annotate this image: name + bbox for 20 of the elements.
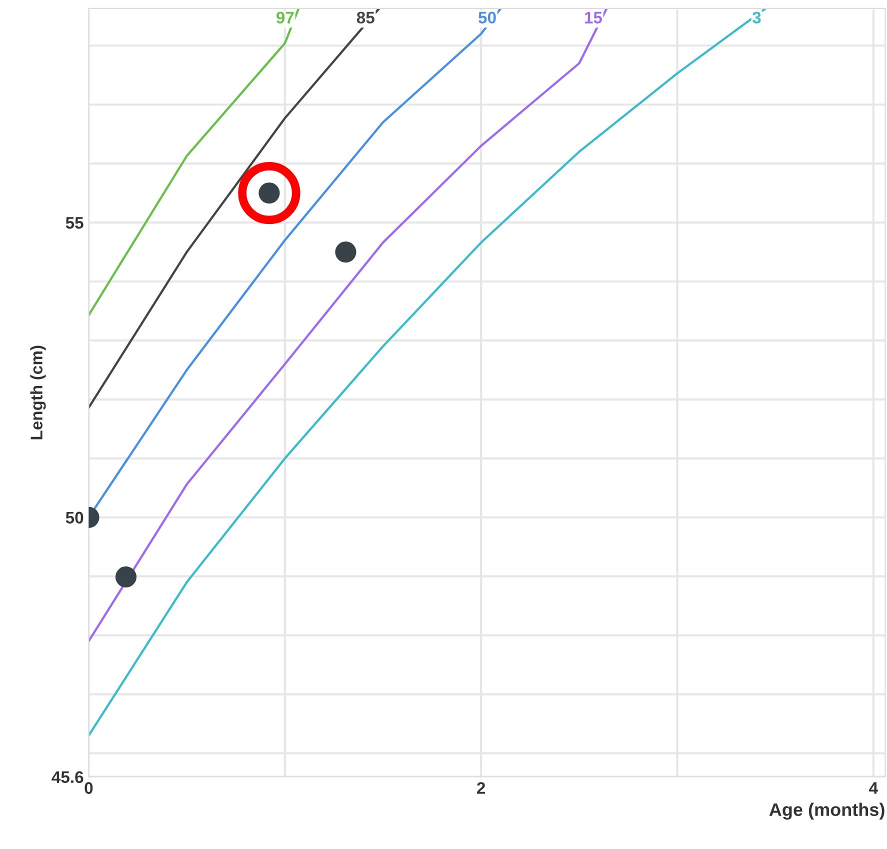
point [115,566,137,588]
x-tick-label: 0 [84,782,93,794]
x-tick-label: 4 [869,782,878,794]
point [335,241,356,263]
series-label: 97 [276,12,294,24]
line-series [88,8,300,316]
x-tick-label: 2 [477,782,486,794]
series-label: 85 [356,12,374,24]
line-series [88,8,767,737]
series-label: 3 [752,12,761,24]
series-label: 15 [584,12,602,24]
line-series [88,8,608,642]
y-tick-label: 45.6 [52,771,84,784]
y-tick-label: 55 [66,217,84,229]
line-series [88,8,380,409]
y-tick-label: 50 [66,512,84,524]
y-axis-title: Length (cm) [30,346,46,440]
point [238,162,300,224]
series-label: 50 [478,12,496,24]
x-axis-title: Age (months) [769,802,884,820]
